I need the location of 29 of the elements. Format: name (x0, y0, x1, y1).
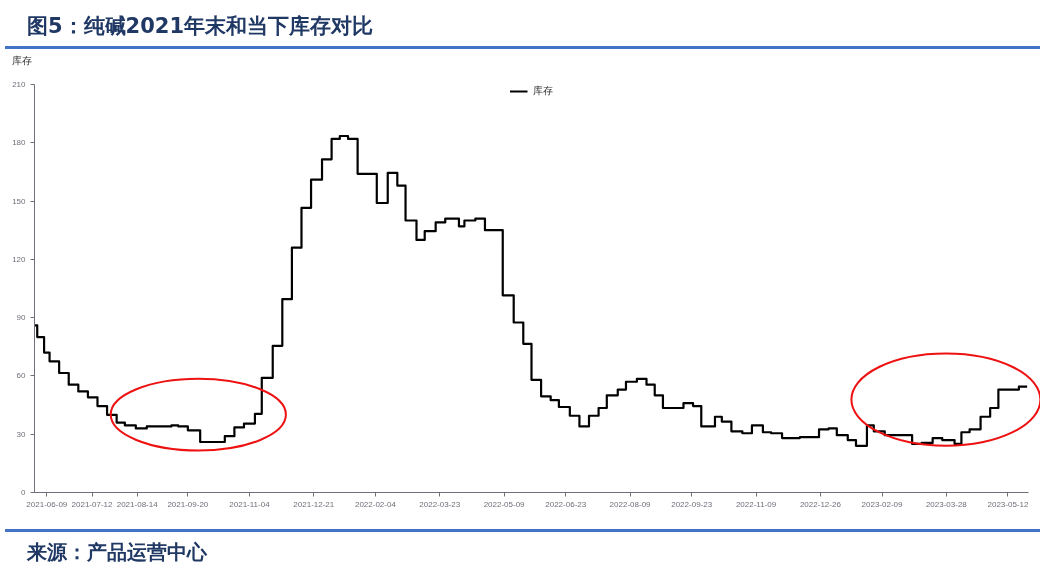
y-tick-label: 90 (16, 313, 27, 323)
x-tick-label: 2021-12-21 (293, 499, 335, 509)
x-tick-label: 2021-11-04 (229, 499, 271, 509)
y-tick-label: 150 (12, 196, 27, 206)
y-axis-title: 库存 (12, 55, 32, 66)
y-tick-label: 120 (12, 254, 27, 264)
x-tick-label: 2022-12-26 (799, 499, 842, 509)
x-tick-label: 2022-05-09 (483, 499, 526, 509)
x-tick-label: 2021-06-09 (26, 499, 68, 509)
x-tick-label: 2021-08-14 (116, 499, 159, 509)
y-tick-label: 30 (16, 429, 27, 439)
x-tick-label: 2022-09-23 (671, 499, 713, 509)
y-tick-label: 180 (12, 138, 27, 148)
y-tick-label: 60 (16, 371, 27, 381)
x-tick-label: 2023-02-09 (861, 499, 904, 509)
x-tick-label: 2022-08-09 (609, 499, 652, 509)
chart-title: 图5：纯碱2021年末和当下库存对比 (27, 13, 374, 40)
y-tick-label: 0 (21, 488, 27, 497)
x-tick-label: 2022-02-04 (354, 499, 397, 509)
x-tick-label: 2022-11-09 (735, 499, 777, 509)
x-tick-label: 2023-03-28 (925, 499, 968, 509)
source-note: 来源：产品运营中心 (27, 539, 207, 566)
x-tick-label: 2021-09-20 (167, 499, 209, 509)
x-tick-label: 2021-07-12 (71, 499, 114, 509)
x-tick-label: 2023-05-12 (987, 499, 1029, 509)
x-tick-label: 2022-03-23 (419, 499, 461, 509)
y-tick-label: 210 (12, 80, 27, 89)
x-tick-label: 2022-06-23 (545, 499, 587, 509)
legend-label: 库存 (532, 84, 553, 98)
